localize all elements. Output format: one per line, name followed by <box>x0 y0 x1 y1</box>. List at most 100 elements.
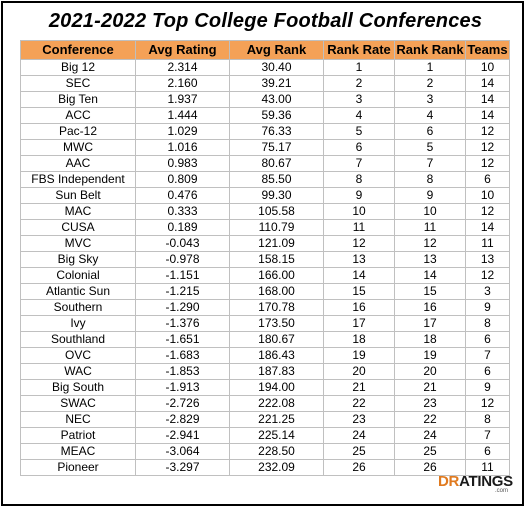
rank-rank-cell: 1 <box>394 59 466 76</box>
avg-rating-cell: 0.189 <box>135 219 230 236</box>
conference-cell: MAC <box>20 203 136 220</box>
avg-rating-cell: -1.651 <box>135 331 230 348</box>
table-body: Big 12 2.314 30.40 1 1 10 SEC 2.160 39.21 2 2 14 Big… <box>20 59 510 476</box>
avg-rating-cell: -1.151 <box>135 267 230 284</box>
avg-rating-cell: -0.978 <box>135 251 230 268</box>
avg-rating-cell: 2.314 <box>135 59 230 76</box>
teams-cell: 14 <box>465 219 510 236</box>
rank-rate-cell: 21 <box>323 379 395 396</box>
conference-cell: Sun Belt <box>20 187 136 204</box>
avg-rating-cell: -1.215 <box>135 283 230 300</box>
table-header-row: Conference Avg Rating Avg Rank Rank Rate Ran… <box>20 40 510 60</box>
rank-rate-cell: 25 <box>323 443 395 460</box>
conference-cell: Colonial <box>20 267 136 284</box>
rank-rate-cell: 15 <box>323 283 395 300</box>
avg-rank-cell: 76.33 <box>229 123 324 140</box>
table-frame: 2021-2022 Top College Football Conferenc… <box>1 1 524 506</box>
teams-cell: 10 <box>465 187 510 204</box>
avg-rank-cell: 30.40 <box>229 59 324 76</box>
avg-rank-cell: 85.50 <box>229 171 324 188</box>
rank-rank-cell: 14 <box>394 267 466 284</box>
table-row: NEC -2.829 221.25 23 22 8 <box>20 411 510 428</box>
table-row: Patriot -2.941 225.14 24 24 7 <box>20 427 510 444</box>
rank-rate-cell: 10 <box>323 203 395 220</box>
rank-rate-cell: 26 <box>323 459 395 476</box>
conference-cell: Big Ten <box>20 91 136 108</box>
table-row: MEAC -3.064 228.50 25 25 6 <box>20 443 510 460</box>
rank-rank-cell: 22 <box>394 411 466 428</box>
avg-rating-cell: 2.160 <box>135 75 230 92</box>
avg-rating-cell: 0.983 <box>135 155 230 172</box>
rank-rate-cell: 6 <box>323 139 395 156</box>
avg-rank-cell: 222.08 <box>229 395 324 412</box>
table-row: CUSA 0.189 110.79 11 11 14 <box>20 219 510 236</box>
conference-cell: MVC <box>20 235 136 252</box>
avg-rank-cell: 158.15 <box>229 251 324 268</box>
table-row: Pac-12 1.029 76.33 5 6 12 <box>20 123 510 140</box>
teams-cell: 6 <box>465 331 510 348</box>
conference-cell: Pac-12 <box>20 123 136 140</box>
table-row: MWC 1.016 75.17 6 5 12 <box>20 139 510 156</box>
teams-cell: 12 <box>465 203 510 220</box>
rank-rank-cell: 7 <box>394 155 466 172</box>
avg-rank-cell: 75.17 <box>229 139 324 156</box>
rank-rate-cell: 24 <box>323 427 395 444</box>
teams-cell: 14 <box>465 107 510 124</box>
table-row: Big South -1.913 194.00 21 21 9 <box>20 379 510 396</box>
rank-rate-cell: 2 <box>323 75 395 92</box>
teams-cell: 6 <box>465 443 510 460</box>
avg-rating-cell: 1.016 <box>135 139 230 156</box>
rank-rate-cell: 9 <box>323 187 395 204</box>
rank-rank-cell: 20 <box>394 363 466 380</box>
rank-rank-cell: 3 <box>394 91 466 108</box>
column-header: Rank Rate <box>323 40 395 60</box>
rank-rate-cell: 13 <box>323 251 395 268</box>
rank-rank-cell: 8 <box>394 171 466 188</box>
table-row: SWAC -2.726 222.08 22 23 12 <box>20 395 510 412</box>
conference-cell: FBS Independent <box>20 171 136 188</box>
table-row: OVC -1.683 186.43 19 19 7 <box>20 347 510 364</box>
rank-rate-cell: 12 <box>323 235 395 252</box>
teams-cell: 12 <box>465 267 510 284</box>
avg-rating-cell: 0.809 <box>135 171 230 188</box>
table-row: Big Sky -0.978 158.15 13 13 13 <box>20 251 510 268</box>
table-row: Pioneer -3.297 232.09 26 26 11 <box>20 459 510 476</box>
logo-wordmark: DRATINGS <box>438 473 513 490</box>
conference-cell: Southland <box>20 331 136 348</box>
conference-cell: Pioneer <box>20 459 136 476</box>
teams-cell: 9 <box>465 299 510 316</box>
logo-suffix: .com <box>494 488 508 494</box>
rank-rate-cell: 22 <box>323 395 395 412</box>
rank-rank-cell: 4 <box>394 107 466 124</box>
rank-rank-cell: 6 <box>394 123 466 140</box>
avg-rating-cell: -1.290 <box>135 299 230 316</box>
conference-cell: ACC <box>20 107 136 124</box>
teams-cell: 6 <box>465 363 510 380</box>
conference-cell: MEAC <box>20 443 136 460</box>
teams-cell: 8 <box>465 411 510 428</box>
avg-rank-cell: 99.30 <box>229 187 324 204</box>
conference-cell: OVC <box>20 347 136 364</box>
column-header: Avg Rank <box>229 40 324 60</box>
avg-rating-cell: 1.029 <box>135 123 230 140</box>
rank-rank-cell: 24 <box>394 427 466 444</box>
table-row: Southland -1.651 180.67 18 18 6 <box>20 331 510 348</box>
conference-cell: NEC <box>20 411 136 428</box>
rank-rate-cell: 4 <box>323 107 395 124</box>
avg-rating-cell: 0.476 <box>135 187 230 204</box>
avg-rating-cell: -3.297 <box>135 459 230 476</box>
teams-cell: 13 <box>465 251 510 268</box>
avg-rank-cell: 39.21 <box>229 75 324 92</box>
rank-rank-cell: 19 <box>394 347 466 364</box>
rank-rate-cell: 3 <box>323 91 395 108</box>
conference-cell: WAC <box>20 363 136 380</box>
avg-rank-cell: 166.00 <box>229 267 324 284</box>
conference-cell: Big South <box>20 379 136 396</box>
rank-rank-cell: 26 <box>394 459 466 476</box>
teams-cell: 9 <box>465 379 510 396</box>
conference-cell: SEC <box>20 75 136 92</box>
table-row: WAC -1.853 187.83 20 20 6 <box>20 363 510 380</box>
avg-rank-cell: 221.25 <box>229 411 324 428</box>
rank-rank-cell: 10 <box>394 203 466 220</box>
conference-cell: Ivy <box>20 315 136 332</box>
